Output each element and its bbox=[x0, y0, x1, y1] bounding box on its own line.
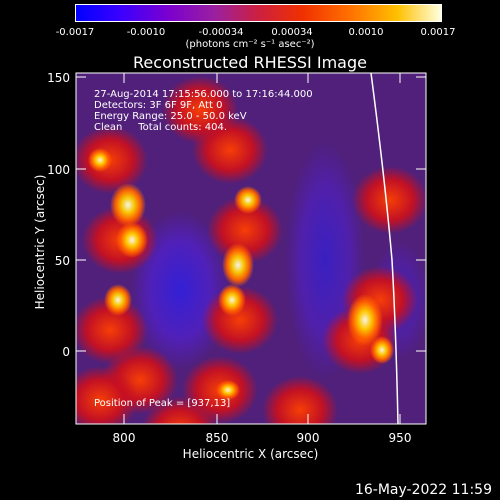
colorbar-tick: -0.0017 bbox=[55, 27, 95, 38]
colorbar-tick: -0.0010 bbox=[126, 27, 166, 38]
info-energy: Energy Range: 25.0 - 50.0 keV bbox=[94, 111, 247, 122]
x-tick-label: 800 bbox=[112, 431, 136, 445]
info-time: 27-Aug-2014 17:15:56.000 to 17:16:44.000 bbox=[94, 89, 313, 100]
y-axis-label: Heliocentric Y (arcsec) bbox=[33, 174, 47, 310]
plot-title: Reconstructed RHESSI Image bbox=[133, 53, 367, 72]
colorbar-tick: 0.0017 bbox=[420, 27, 456, 38]
x-tick-label: 900 bbox=[296, 431, 320, 445]
plot-frame bbox=[75, 72, 427, 425]
x-tick-label: 850 bbox=[205, 431, 229, 445]
info-detectors: Detectors: 3F 6F 9F, Att 0 bbox=[94, 100, 223, 111]
y-tick-label: 150 bbox=[47, 71, 70, 85]
x-tick-label: 950 bbox=[388, 431, 412, 445]
limb-curve bbox=[370, 73, 399, 424]
y-tick-label: 50 bbox=[54, 254, 70, 268]
colorbar-units: (photons cm⁻² s⁻¹ asec⁻²) bbox=[185, 39, 315, 50]
colorbar bbox=[75, 4, 442, 22]
colorbar-tick: 0.00034 bbox=[271, 27, 313, 38]
info-peak: Position of Peak = [937,13] bbox=[94, 398, 231, 409]
colorbar-tick: -0.00034 bbox=[198, 27, 244, 38]
colorbar-tick: 0.0010 bbox=[348, 27, 384, 38]
y-tick-label: 0 bbox=[62, 345, 70, 359]
x-axis-label: Heliocentric X (arcsec) bbox=[182, 447, 319, 461]
info-clean: Clean Total counts: 404. bbox=[94, 122, 228, 133]
y-tick-label: 100 bbox=[47, 163, 70, 177]
datestamp: 16-May-2022 11:59 bbox=[354, 482, 492, 498]
